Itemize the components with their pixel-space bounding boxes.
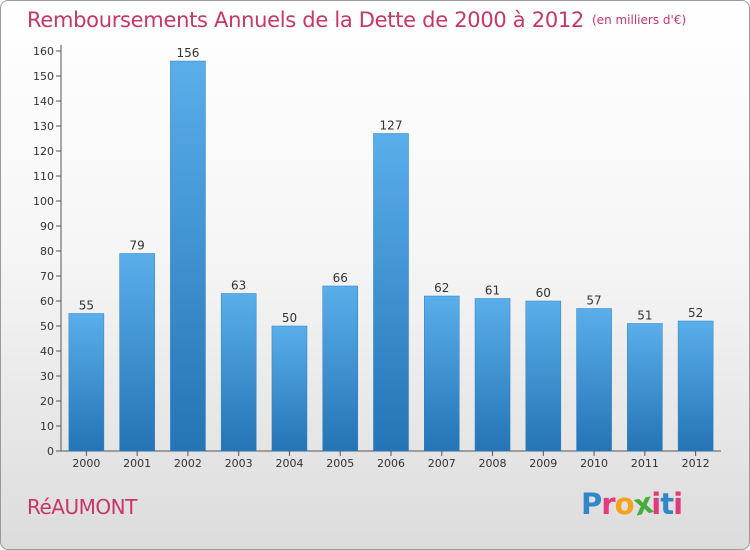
x-tick-label: 2001 xyxy=(123,457,151,470)
bar xyxy=(271,325,308,452)
logo-letter: P xyxy=(581,487,602,521)
y-tick-label: 130 xyxy=(33,120,54,133)
data-label: 79 xyxy=(130,239,145,253)
x-tick-label: 2002 xyxy=(174,457,202,470)
data-label: 55 xyxy=(79,299,94,313)
y-tick-label: 0 xyxy=(47,445,54,458)
data-label: 57 xyxy=(586,294,601,308)
x-tick-label: 2000 xyxy=(72,457,100,470)
data-label: 66 xyxy=(333,271,348,285)
bar xyxy=(424,295,460,452)
y-tick-label: 140 xyxy=(33,95,54,108)
bar xyxy=(119,253,155,452)
y-tick-label: 80 xyxy=(40,245,54,258)
bar xyxy=(68,313,105,452)
chart-title-text: Remboursements Annuels de la Dette de 20… xyxy=(27,8,584,32)
proxiti-logo: Proxiti xyxy=(581,486,683,523)
data-label: 50 xyxy=(282,311,297,325)
logo-letter: i xyxy=(673,487,683,521)
data-label: 62 xyxy=(434,281,449,295)
y-tick-label: 40 xyxy=(40,345,54,358)
data-label: 61 xyxy=(485,284,500,298)
bar xyxy=(677,320,714,452)
bar xyxy=(322,285,358,452)
bar xyxy=(627,323,663,452)
y-tick-label: 30 xyxy=(40,370,54,383)
data-label: 60 xyxy=(536,286,551,300)
logo-letter: t xyxy=(660,487,674,521)
city-name: RéAUMONT xyxy=(27,495,137,519)
y-tick-label: 100 xyxy=(33,195,54,208)
bar xyxy=(474,298,511,452)
logo-letter: o xyxy=(614,487,635,521)
x-tick-label: 2004 xyxy=(275,457,303,470)
data-label: 156 xyxy=(176,46,199,60)
chart-title: Remboursements Annuels de la Dette de 20… xyxy=(27,8,686,32)
y-tick-label: 10 xyxy=(40,420,54,433)
bar xyxy=(220,293,257,452)
data-label: 127 xyxy=(380,119,403,133)
chart-unit: (en milliers d'€) xyxy=(592,13,687,27)
x-tick-label: 2008 xyxy=(479,457,507,470)
x-tick-label: 2007 xyxy=(428,457,456,470)
bar xyxy=(373,133,409,452)
logo-letter: i xyxy=(651,487,661,521)
y-tick-label: 150 xyxy=(33,70,54,83)
data-label: 63 xyxy=(231,279,246,293)
bar xyxy=(525,300,562,452)
x-tick-label: 2011 xyxy=(631,457,659,470)
bar xyxy=(170,60,206,452)
bar xyxy=(576,308,612,452)
x-tick-label: 2012 xyxy=(682,457,710,470)
x-tick-label: 2006 xyxy=(377,457,405,470)
y-tick-label: 120 xyxy=(33,145,54,158)
y-tick-label: 60 xyxy=(40,295,54,308)
x-tick-label: 2010 xyxy=(580,457,608,470)
y-tick-label: 110 xyxy=(33,170,54,183)
data-label: 51 xyxy=(637,309,652,323)
y-tick-label: 160 xyxy=(33,45,54,58)
y-tick-label: 20 xyxy=(40,395,54,408)
x-tick-label: 2009 xyxy=(529,457,557,470)
x-tick-label: 2005 xyxy=(326,457,354,470)
data-label: 52 xyxy=(688,306,703,320)
x-tick-label: 2003 xyxy=(225,457,253,470)
y-tick-label: 90 xyxy=(40,220,54,233)
y-tick-label: 70 xyxy=(40,270,54,283)
y-tick-label: 50 xyxy=(40,320,54,333)
logo-letter: r xyxy=(601,487,615,521)
